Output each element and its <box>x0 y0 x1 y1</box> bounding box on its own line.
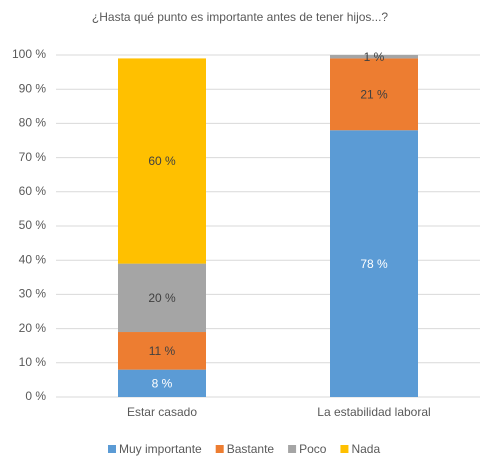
y-tick-label: 50 % <box>19 218 47 232</box>
bar-segment <box>330 58 418 131</box>
data-label: 1 % <box>364 50 385 64</box>
chart-title: ¿Hasta qué punto es importante antes de … <box>92 10 389 24</box>
y-tick-label: 100 % <box>12 47 46 61</box>
legend-swatch <box>215 445 224 453</box>
legend-label: Muy importante <box>119 442 202 456</box>
x-tick-label: La estabilidad laboral <box>317 405 430 419</box>
y-tick-label: 0 % <box>25 389 46 403</box>
bar-segment <box>330 55 418 59</box>
y-tick-label: 10 % <box>19 355 47 369</box>
legend-label: Nada <box>351 442 380 456</box>
y-tick-label: 90 % <box>19 81 47 95</box>
y-tick-label: 30 % <box>19 287 47 301</box>
data-label: 11 % <box>149 344 176 358</box>
bar-segment <box>330 130 418 398</box>
legend-label: Bastante <box>227 442 275 456</box>
y-tick-label: 70 % <box>19 150 47 164</box>
y-tick-label: 20 % <box>19 321 47 335</box>
legend-swatch <box>340 445 349 453</box>
legend-label: Poco <box>299 442 327 456</box>
data-label: 20 % <box>148 291 176 305</box>
y-tick-label: 80 % <box>19 116 47 130</box>
bar-segment <box>118 369 206 397</box>
data-label: 8 % <box>152 376 173 390</box>
data-label: 21 % <box>360 88 388 102</box>
bar-segment <box>118 332 206 370</box>
legend-swatch <box>108 445 116 453</box>
bar-segment <box>118 263 206 333</box>
data-label: 78 % <box>360 257 388 271</box>
data-label: 60 % <box>148 154 176 168</box>
y-tick-label: 40 % <box>19 252 47 266</box>
x-tick-label: Estar casado <box>127 405 197 419</box>
bar-segment <box>118 58 206 264</box>
y-tick-label: 60 % <box>19 184 47 198</box>
legend-swatch <box>288 445 297 453</box>
